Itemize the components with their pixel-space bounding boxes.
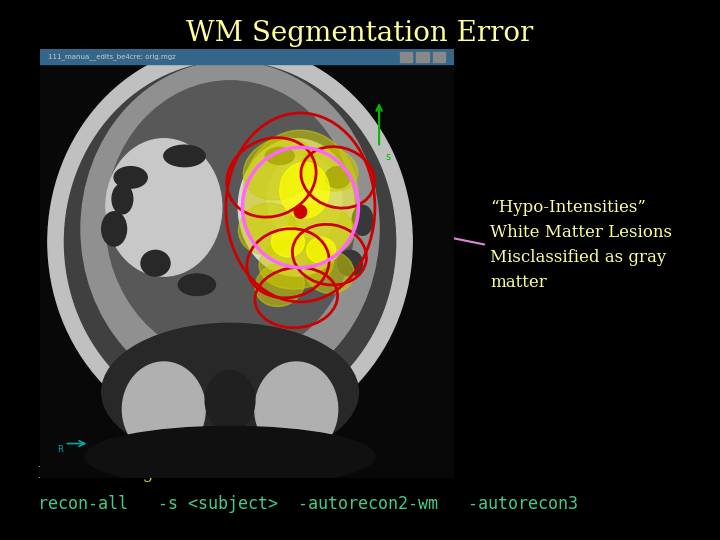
Text: “Hypo-Intensities”
White Matter Lesions
Misclassified as gray
matter: “Hypo-Intensities” White Matter Lesions … <box>490 199 672 291</box>
Text: s: s <box>385 152 390 161</box>
Ellipse shape <box>81 62 379 396</box>
Ellipse shape <box>352 205 373 235</box>
Text: recon-all   -s <subject>  -autorecon2-wm   -autorecon3: recon-all -s <subject> -autorecon2-wm -a… <box>38 495 578 513</box>
Ellipse shape <box>305 250 354 293</box>
Ellipse shape <box>280 163 329 218</box>
Text: WM Segmentation Error: WM Segmentation Error <box>186 20 534 47</box>
Ellipse shape <box>102 212 127 246</box>
Ellipse shape <box>48 44 413 439</box>
Ellipse shape <box>271 227 305 257</box>
Text: R: R <box>58 445 63 454</box>
Ellipse shape <box>265 147 294 165</box>
Ellipse shape <box>85 427 375 487</box>
Ellipse shape <box>288 203 354 255</box>
Ellipse shape <box>106 139 222 276</box>
Bar <box>416 52 429 62</box>
Ellipse shape <box>163 145 205 167</box>
Ellipse shape <box>179 274 215 295</box>
Ellipse shape <box>307 238 336 263</box>
Bar <box>400 52 412 62</box>
Ellipse shape <box>255 263 305 307</box>
Ellipse shape <box>122 362 205 456</box>
Ellipse shape <box>243 130 359 267</box>
Ellipse shape <box>112 184 132 214</box>
Ellipse shape <box>288 167 329 214</box>
Ellipse shape <box>338 251 363 276</box>
Bar <box>40 49 454 64</box>
Ellipse shape <box>205 370 255 431</box>
Ellipse shape <box>106 81 354 360</box>
Ellipse shape <box>141 251 170 276</box>
Ellipse shape <box>65 62 396 422</box>
Ellipse shape <box>325 167 350 188</box>
Ellipse shape <box>102 323 359 461</box>
Text: Fill in wm.mgz then run:: Fill in wm.mgz then run: <box>38 465 246 482</box>
Ellipse shape <box>267 156 342 242</box>
Circle shape <box>294 205 307 218</box>
Bar <box>433 52 445 62</box>
Ellipse shape <box>238 203 296 255</box>
Ellipse shape <box>301 147 358 191</box>
Text: 111_manua__edits_be4cre: orig.mgz: 111_manua__edits_be4cre: orig.mgz <box>48 53 176 60</box>
Ellipse shape <box>255 362 338 456</box>
Ellipse shape <box>243 138 316 200</box>
Ellipse shape <box>238 139 354 276</box>
Ellipse shape <box>114 167 148 188</box>
Ellipse shape <box>259 238 333 289</box>
